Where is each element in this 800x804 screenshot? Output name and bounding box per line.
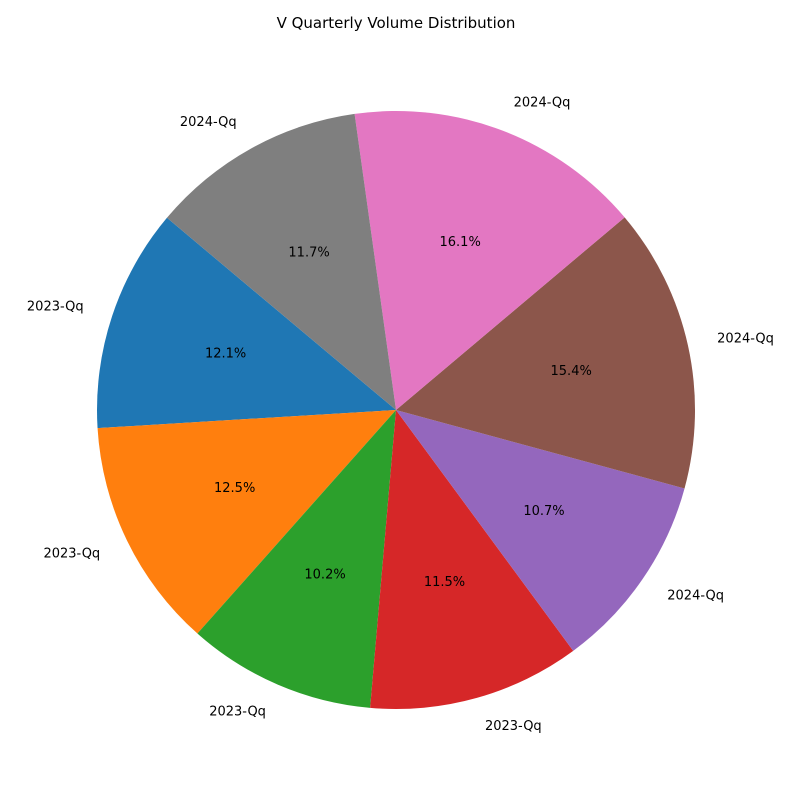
slice-label-1: 2023-Qq — [27, 299, 84, 314]
slice-percent-2: 12.5% — [214, 481, 255, 496]
slice-label-7: 2024-Qq — [514, 95, 571, 110]
pie-slice-2 — [97, 410, 397, 634]
pie-slice-7 — [354, 110, 625, 410]
slice-label-2: 2023-Qq — [43, 546, 100, 561]
slice-percent-3: 10.2% — [304, 567, 345, 582]
slice-percent-1: 12.1% — [205, 346, 246, 361]
slice-percent-5: 10.7% — [523, 504, 564, 519]
slice-percent-4: 11.5% — [424, 575, 465, 590]
slice-percent-8: 11.7% — [288, 246, 329, 261]
slice-label-4: 2023-Qq — [485, 719, 542, 734]
slice-percent-6: 15.4% — [551, 364, 592, 379]
chart-title: V Quarterly Volume Distribution — [277, 14, 516, 32]
labels-layer: 2023-Qq 12.1% 2023-Qq 12.5% 2023-Qq 10.2% 2023… — [27, 95, 774, 734]
pie-slice-6 — [396, 217, 696, 489]
pie-slice-8 — [166, 113, 396, 410]
slice-label-5: 2024-Qq — [667, 588, 724, 603]
slice-label-6: 2024-Qq — [717, 332, 774, 347]
pie-slice-4 — [370, 410, 574, 710]
slice-label-8: 2024-Qq — [180, 115, 237, 130]
slice-label-3: 2023-Qq — [209, 705, 266, 720]
pie-slice-1 — [97, 217, 396, 429]
slices-layer — [97, 110, 696, 710]
slice-percent-7: 16.1% — [440, 235, 481, 250]
pie-slice-3 — [197, 410, 396, 708]
pie-slice-5 — [396, 410, 685, 651]
